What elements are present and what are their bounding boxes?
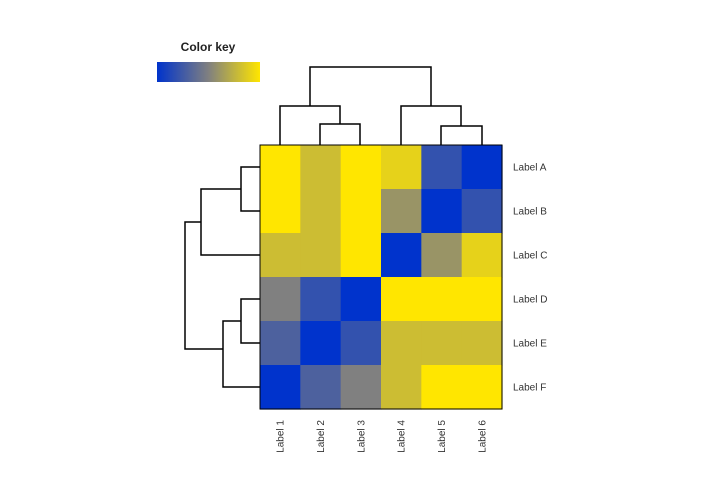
column-labels: Label 1 Label 2 Label 3 Label 4 Label 5 Label…	[276, 420, 489, 453]
color-key-title: Color key	[181, 40, 236, 54]
column-label: Label 1	[276, 420, 287, 453]
heatmap-cell-r1-c2	[300, 145, 342, 190]
heatmap-cell-r1-c5	[421, 145, 463, 190]
heatmap-cell-r3-c5	[421, 233, 463, 278]
heatmap-cell-r5-c6	[461, 321, 503, 366]
row-dendro-branch-d-e	[240, 298, 260, 344]
heatmap-cell-r6-c5	[421, 365, 463, 410]
col-dendro-branch-5-6	[440, 125, 483, 145]
heatmap-cells	[260, 145, 503, 410]
heatmap-cell-r1-c4	[381, 145, 422, 190]
row-label: Label C	[513, 251, 547, 262]
heatmap-cell-r5-c4	[381, 321, 422, 366]
heatmap-cell-r6-c2	[300, 365, 342, 410]
column-label: Label 6	[477, 420, 488, 453]
column-label: Label 5	[437, 420, 448, 453]
heatmap-cell-r4-c1	[260, 277, 301, 322]
heatmap-cell-r4-c5	[421, 277, 463, 322]
col-dendro-branch-1-23	[279, 105, 341, 145]
col-dendro-branch-2-3	[319, 123, 361, 145]
heatmap-cell-r3-c6	[461, 233, 503, 278]
heatmap-cell-r3-c1	[260, 233, 301, 278]
row-label: Label E	[513, 339, 547, 350]
row-label: Label B	[513, 207, 547, 218]
heatmap-cell-r1-c1	[260, 145, 301, 190]
column-label: Label 3	[356, 420, 367, 453]
heatmap-cell-r6-c6	[461, 365, 503, 410]
heatmap-cell-r3-c4	[381, 233, 422, 278]
heatmap-cell-r5-c1	[260, 321, 301, 366]
heatmap-cell-r4-c3	[340, 277, 382, 322]
row-label: Label A	[513, 163, 547, 174]
row-dendro-branch-de-f	[222, 320, 260, 388]
row-dendro-root	[184, 221, 223, 350]
heatmap-cell-r5-c3	[340, 321, 382, 366]
heatmap-cell-r2-c4	[381, 189, 422, 234]
heatmap-cell-r1-c6	[461, 145, 503, 190]
row-dendro-branch-a-b	[240, 166, 260, 212]
heatmap-cell-r2-c5	[421, 189, 463, 234]
heatmap-cell-r2-c6	[461, 189, 503, 234]
color-key: Color key	[157, 40, 260, 82]
heatmap-cell-r3-c3	[340, 233, 382, 278]
heatmap-cell-r5-c5	[421, 321, 463, 366]
heatmap-cell-r6-c4	[381, 365, 422, 410]
heatmap-cell-r5-c2	[300, 321, 342, 366]
row-label: Label F	[513, 383, 546, 394]
column-label: Label 2	[316, 420, 327, 453]
heatmap-border	[259, 144, 503, 410]
heatmap-cell-r4-c2	[300, 277, 342, 322]
heatmap-cell-r1-c3	[340, 145, 382, 190]
heatmap-cell-r4-c4	[381, 277, 422, 322]
heatmap-cell-r6-c3	[340, 365, 382, 410]
heatmap-cell-r3-c2	[300, 233, 342, 278]
col-dendro-root	[309, 66, 432, 106]
column-label: Label 4	[397, 420, 408, 453]
row-dendro-branch-ab-c	[200, 188, 260, 256]
color-key-bar	[157, 62, 260, 82]
row-labels: Label A Label B Label C Label D Label E Label…	[513, 163, 547, 394]
heatmap-cell-r6-c1	[260, 365, 301, 410]
heatmap-cell-r2-c2	[300, 189, 342, 234]
heatmap-cell-r4-c6	[461, 277, 503, 322]
row-label: Label D	[513, 295, 547, 306]
heatmap-cell-r2-c1	[260, 189, 301, 234]
row-dendrogram	[184, 166, 260, 388]
heatmap-cell-r2-c3	[340, 189, 382, 234]
column-dendrogram	[279, 66, 483, 145]
